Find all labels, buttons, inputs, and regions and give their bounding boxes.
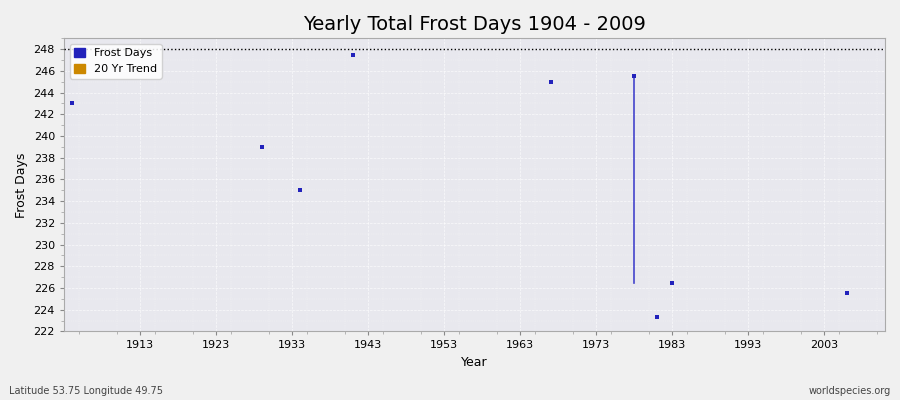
Point — [544, 78, 558, 85]
Legend: Frost Days, 20 Yr Trend: Frost Days, 20 Yr Trend — [69, 44, 161, 78]
Point — [840, 290, 854, 297]
X-axis label: Year: Year — [461, 356, 488, 369]
Point — [665, 279, 680, 286]
Point — [627, 73, 642, 80]
Point — [292, 187, 307, 194]
Title: Yearly Total Frost Days 1904 - 2009: Yearly Total Frost Days 1904 - 2009 — [303, 15, 646, 34]
Point — [346, 52, 360, 58]
Point — [255, 144, 269, 150]
Y-axis label: Frost Days: Frost Days — [15, 152, 28, 218]
Point — [65, 100, 79, 107]
Text: worldspecies.org: worldspecies.org — [809, 386, 891, 396]
Point — [650, 314, 664, 320]
Text: Latitude 53.75 Longitude 49.75: Latitude 53.75 Longitude 49.75 — [9, 386, 163, 396]
